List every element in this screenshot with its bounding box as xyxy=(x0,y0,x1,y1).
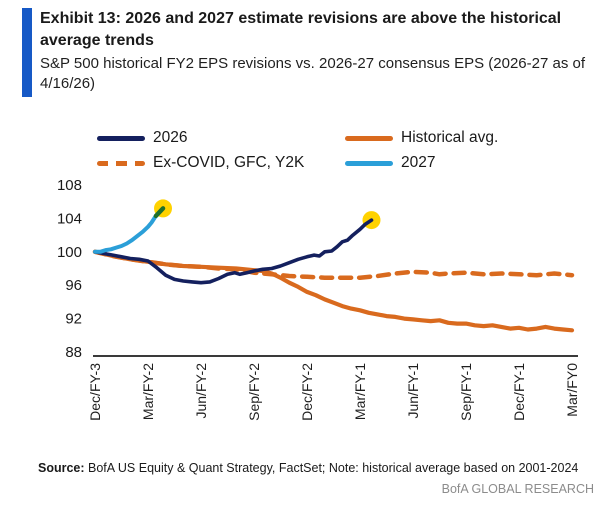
x-axis-tick-label: Dec/FY-1 xyxy=(511,363,527,421)
exhibit-header: Exhibit 13: 2026 and 2027 estimate revis… xyxy=(22,8,592,97)
exhibit-title: Exhibit 13: 2026 and 2027 estimate revis… xyxy=(40,10,562,50)
y-axis-tick-label: 108 xyxy=(57,177,82,194)
source-note: Source: BofA US Equity & Quant Strategy,… xyxy=(38,459,594,478)
y-axis-tick-label: 96 xyxy=(65,277,82,294)
legend-item-ex-covid: Ex-COVID, GFC, Y2K xyxy=(97,152,345,174)
legend-item-2026: 2026 xyxy=(97,127,345,149)
x-axis-tick-label: Jun/FY-2 xyxy=(193,363,209,419)
legend-label-historical-avg: Historical avg. xyxy=(401,129,499,146)
y-axis-tick-label: 88 xyxy=(65,344,82,361)
x-axis-tick-label: Mar/FY-1 xyxy=(352,363,368,420)
accent-bar xyxy=(22,8,32,97)
chart-footer: Source: BofA US Equity & Quant Strategy,… xyxy=(38,459,594,499)
chart-subtitle: S&P 500 historical FY2 EPS revisions vs.… xyxy=(40,54,586,93)
legend-swatch-2026 xyxy=(97,135,145,141)
x-axis-tick-label: Mar/FY-2 xyxy=(140,363,156,420)
legend-label-2026: 2026 xyxy=(153,129,188,146)
legend-swatch-2027 xyxy=(345,160,393,166)
legend-swatch-historical-avg xyxy=(345,135,393,141)
line-chart: 108 104 100 96 92 88 Dec/FY-3 Mar/FY-2 Jun/FY-2 S… xyxy=(57,177,580,421)
brand-line: BofA GLOBAL RESEARCH xyxy=(441,481,594,496)
y-axis-tick-label: 92 xyxy=(65,311,82,328)
y-axis-tick-label: 104 xyxy=(57,210,82,227)
legend-item-historical-avg: Historical avg. xyxy=(345,127,567,149)
legend-swatch-ex-covid xyxy=(97,160,145,166)
legend-label-2027: 2027 xyxy=(401,154,436,171)
x-axis-tick-label: Jun/FY-1 xyxy=(405,363,421,419)
legend-label-ex-covid: Ex-COVID, GFC, Y2K xyxy=(153,154,305,171)
y-axis-tick-label: 100 xyxy=(57,244,82,261)
source-text: BofA US Equity & Quant Strategy, FactSet… xyxy=(84,461,579,475)
x-axis-tick-label: Dec/FY-3 xyxy=(87,363,103,421)
series-line-historical-avg xyxy=(92,249,575,333)
series-line-2026 xyxy=(93,218,374,285)
legend-item-2027: 2027 xyxy=(345,152,567,174)
x-axis-tick-label: Sep/FY-1 xyxy=(458,363,474,421)
source-label: Source: xyxy=(38,461,85,475)
x-axis-tick-label: Sep/FY-2 xyxy=(246,363,262,421)
x-axis-tick-label: Mar/FY0 xyxy=(564,363,580,417)
x-axis-tick-label: Dec/FY-2 xyxy=(299,363,315,421)
series-line-2027 xyxy=(93,213,158,254)
chart-legend: 2026 Historical avg. Ex-COVID, GFC, Y2K … xyxy=(97,127,567,174)
end-marker-tail-2027 xyxy=(153,206,166,219)
